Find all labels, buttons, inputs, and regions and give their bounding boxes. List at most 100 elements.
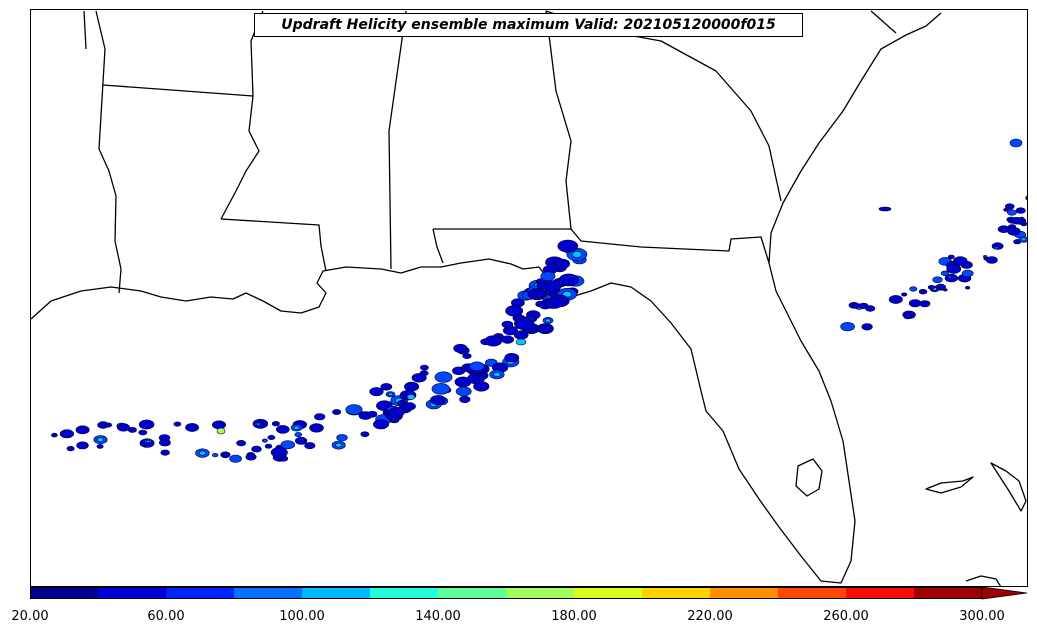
uh-cell: [264, 443, 273, 449]
uh-cell: [927, 284, 935, 290]
uh-cell: [388, 392, 393, 396]
uh-cell: [304, 442, 316, 450]
uh-cell: [411, 373, 427, 383]
colorbar-bin: [574, 587, 642, 599]
uh-cell: [515, 338, 527, 346]
uh-cell: [953, 256, 968, 266]
uh-cell: [256, 422, 260, 426]
bahamas-outline: [925, 476, 974, 494]
border-al-ga: [545, 10, 572, 230]
colorbar-extend-arrow: [981, 587, 1028, 600]
uh-cell: [903, 313, 912, 320]
uh-cell: [275, 425, 290, 434]
colorbar-tick-label: 100.00: [279, 609, 325, 624]
uh-cell: [138, 429, 148, 436]
colorbar-bin: [846, 587, 914, 599]
uh-cell: [537, 324, 551, 333]
uh-cell: [229, 454, 242, 463]
uh-cell: [1009, 138, 1023, 148]
uh-cell: [1007, 209, 1017, 216]
uh-cell: [840, 322, 855, 332]
uh-cell: [369, 387, 384, 397]
uh-cell: [431, 383, 450, 395]
uh-cell: [220, 451, 231, 459]
colorbar-tick-label: 260.00: [823, 609, 869, 624]
uh-cell: [1025, 195, 1027, 201]
uh-cell: [267, 434, 276, 440]
uh-cell: [332, 409, 342, 415]
uh-cell: [212, 420, 227, 430]
uh-cell: [404, 381, 420, 392]
uh-cell: [367, 410, 378, 418]
uh-cell: [198, 450, 206, 456]
uh-cell: [430, 395, 447, 406]
uh-cell: [993, 246, 999, 250]
uh-cell: [544, 297, 563, 309]
uh-cell: [263, 439, 267, 442]
uh-cell: [459, 395, 471, 404]
uh-swaths: [51, 138, 1027, 463]
uh-cell: [75, 425, 90, 435]
map-title: Updraft Helicity ensemble maximum Valid:…: [254, 13, 803, 37]
uh-cell: [484, 335, 503, 347]
border-ms-al: [388, 10, 407, 270]
border-al-fl: [433, 228, 770, 264]
colorbar-bin: [710, 587, 778, 599]
uh-cell: [540, 271, 556, 282]
uh-cell: [961, 269, 974, 278]
colorbar-bin: [438, 587, 506, 599]
uh-cell: [1007, 227, 1021, 236]
uh-cell: [504, 353, 520, 363]
uh-cell: [251, 445, 262, 453]
colorbar-tick-label: 180.00: [551, 609, 597, 624]
uh-cell: [536, 281, 549, 290]
uh-cell: [403, 402, 416, 411]
uh-cell: [158, 434, 171, 442]
uh-cell: [104, 422, 113, 428]
uh-cell: [245, 453, 257, 461]
uh-cell: [360, 431, 370, 438]
uh-cell: [388, 407, 405, 418]
uh-cell: [469, 361, 485, 372]
uh-cell: [380, 383, 393, 391]
uh-cell: [236, 440, 246, 447]
uh-cell: [942, 288, 948, 292]
colorbar-bin: [166, 587, 234, 599]
uh-cell: [940, 270, 950, 276]
uh-cell: [848, 301, 860, 309]
map-canvas: [31, 10, 1027, 586]
border-ga-sc: [545, 10, 782, 202]
uh-cell: [946, 264, 962, 274]
border-tx-la: [95, 10, 122, 294]
uh-cell: [932, 276, 943, 284]
uh-cell: [505, 305, 524, 317]
uh-cell: [965, 286, 971, 290]
uh-cell: [59, 429, 75, 439]
uh-cell: [547, 263, 559, 271]
uh-cell: [212, 453, 219, 458]
uh-cell: [336, 434, 348, 442]
uh-cell: [453, 343, 468, 353]
border-la-ms: [220, 218, 327, 272]
uh-cell: [865, 305, 876, 312]
colorbar: [30, 587, 1028, 600]
colorbar-tick-label: 60.00: [147, 609, 185, 624]
uh-cell: [558, 273, 579, 287]
uh-cell: [861, 323, 873, 331]
colorbar-tick-label: 300.00: [959, 609, 1005, 624]
uh-cell: [493, 371, 501, 377]
uh-cell: [295, 436, 308, 445]
colorbar-bin: [370, 587, 438, 599]
uh-cell: [901, 292, 908, 297]
uh-cell: [908, 299, 922, 308]
uh-cell: [160, 449, 170, 456]
andros-outline: [990, 462, 1027, 512]
colorbar-outline: [30, 587, 982, 599]
uh-cell: [918, 289, 928, 295]
uh-cell: [434, 371, 453, 383]
colorbar-bin: [642, 587, 710, 599]
uh-cell: [919, 300, 931, 308]
uh-cell: [1015, 207, 1026, 214]
uh-cell: [173, 421, 182, 427]
uh-cell: [345, 404, 363, 415]
